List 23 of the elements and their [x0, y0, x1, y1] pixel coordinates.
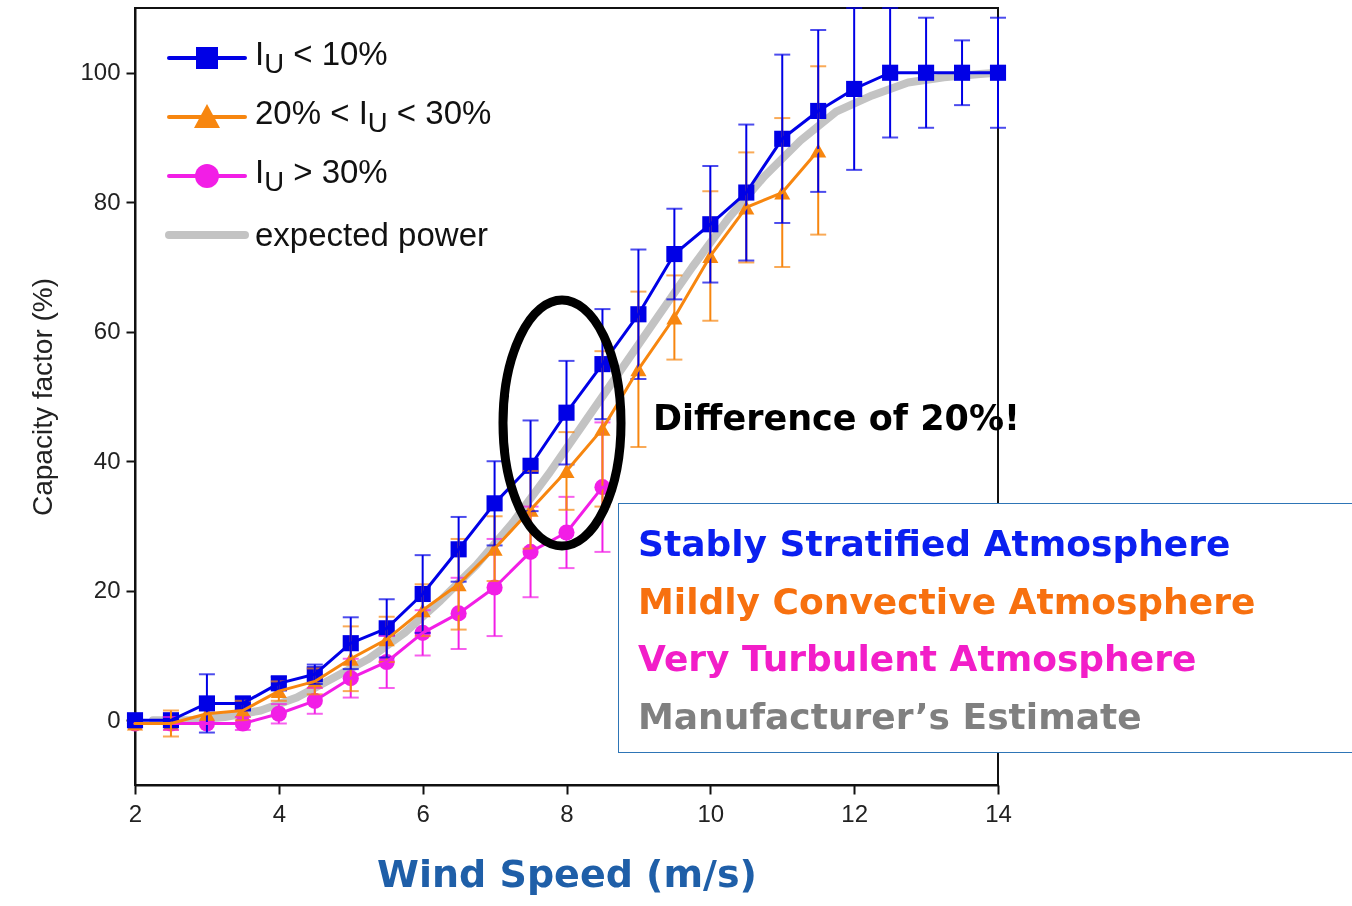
- x-tick-label: 2: [128, 799, 143, 827]
- x-tick-label: 4: [272, 799, 287, 827]
- y-tick-label: 0: [107, 705, 121, 733]
- x-tick-label: 10: [697, 799, 725, 827]
- legend-label: I$_{U}$ < 10%: [255, 35, 388, 80]
- y-tick-label: 80: [93, 187, 121, 215]
- y-tick-label: 20: [93, 576, 121, 604]
- x-axis-title: Wind Speed (m/s): [377, 851, 757, 896]
- x-tick-label: 14: [985, 799, 1012, 827]
- x-tick-label: 8: [560, 799, 574, 827]
- x-tick-label: 12: [841, 799, 869, 827]
- annotation: Mildly Convective Atmosphere: [638, 580, 1256, 622]
- x-tick-label: 6: [416, 799, 430, 827]
- y-tick-label: 40: [93, 446, 121, 474]
- y-tick-label: 100: [80, 58, 121, 86]
- annotation: Stably Stratified Atmosphere: [638, 523, 1231, 564]
- legend-label: 20% < I$_{U}$ < 30%: [255, 94, 492, 139]
- y-tick-label: 60: [93, 317, 121, 345]
- legend-label: I$_{U}$ > 30%: [255, 153, 388, 198]
- legend-label: expected power: [255, 215, 488, 254]
- y-axis-title: Capacity factor (%): [27, 277, 59, 517]
- annotation: Very Turbulent Atmosphere: [638, 638, 1197, 679]
- annotation: Manufacturer’s Estimate: [638, 695, 1142, 737]
